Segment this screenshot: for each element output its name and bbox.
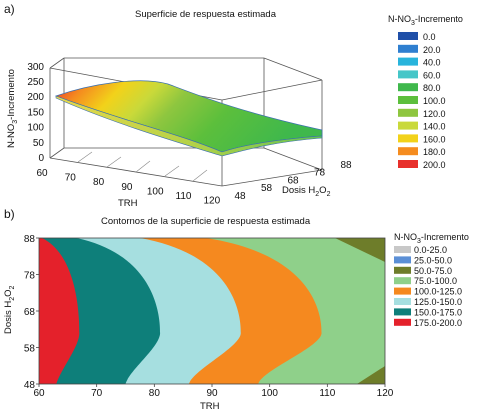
y-tick-label: 78 <box>24 271 36 282</box>
y-tick-label: 48 <box>24 380 36 391</box>
panel-a-x-tick-labels: 60 70 80 90 100 110 120 <box>36 168 220 207</box>
contour-plot <box>39 238 385 384</box>
x-tick-label: 80 <box>93 177 105 188</box>
contour-band-50-75-bottom <box>357 366 385 384</box>
legend-swatch <box>398 96 418 104</box>
response-surface <box>54 80 323 157</box>
contour-band-175-200 <box>39 238 80 384</box>
legend-swatch <box>398 121 418 130</box>
x-tick-label: 120 <box>377 388 394 399</box>
legend-swatch <box>394 318 411 326</box>
x-tick-label: 60 <box>33 388 45 399</box>
z-tick-label: 300 <box>27 62 44 73</box>
legend-swatch <box>394 298 411 305</box>
legend-swatch <box>398 160 418 168</box>
legend-a: 0.0 20.0 40.0 60.0 80.0 100.0 120.0 140.0 160.0 1… <box>398 32 446 170</box>
legend-swatch <box>398 83 418 92</box>
panel-a-label: a) <box>4 2 15 16</box>
x-tick-label: 60 <box>36 168 48 179</box>
dose-tick-label: 48 <box>234 191 246 202</box>
x-tick-label: 70 <box>65 173 77 184</box>
legend-label: 120.0 <box>423 109 446 119</box>
legend-label: 180.0 <box>423 147 446 157</box>
x-tick-label: 110 <box>319 388 335 399</box>
z-tick-label: 150 <box>27 107 44 118</box>
y-tick-label: 88 <box>24 234 36 245</box>
legend-swatch <box>398 57 418 66</box>
x-tick-label: 90 <box>206 388 218 399</box>
legend-swatch <box>394 246 411 253</box>
legend-a-title: N-NO3-Incremento <box>388 14 463 27</box>
legend-label: 80.0 <box>423 83 441 93</box>
dose-tick-label: 58 <box>261 183 273 194</box>
legend-label: 100.0 <box>423 96 446 106</box>
legend-label: 20.0 <box>423 45 441 55</box>
legend-b-title: N-NO3-Incremento <box>394 232 469 245</box>
panel-a-dose-label: Dosis H2O2 <box>282 185 331 198</box>
panel-b-label: b) <box>4 207 15 221</box>
legend-swatch <box>394 287 411 295</box>
z-tick-label: 250 <box>27 77 44 88</box>
svg-text:Dosis H2O2: Dosis H2O2 <box>3 285 16 334</box>
x-tick-label: 100 <box>147 186 164 197</box>
dose-tick-label: 88 <box>340 160 352 171</box>
panel-a-x-label: TRH <box>118 198 138 209</box>
y-tick-label: 58 <box>24 344 36 355</box>
legend-label: 100.0-125.0 <box>414 287 462 297</box>
legend-label: 140.0 <box>423 122 446 132</box>
svg-text:N-NO3-Incremento: N-NO3-Incremento <box>6 69 19 148</box>
x-tick-label: 70 <box>91 388 103 399</box>
z-tick-labels: 0 50 100 150 200 250 300 <box>27 62 44 164</box>
legend-swatch <box>394 277 411 285</box>
y-tick-label: 68 <box>24 307 36 318</box>
dose-tick-label: 68 <box>287 175 299 186</box>
z-tick-label: 100 <box>27 123 44 134</box>
x-tick-label: 110 <box>176 191 192 202</box>
legend-label: 125.0-150.0 <box>414 297 462 307</box>
panel-b-x-label: TRH <box>200 401 220 412</box>
x-tick-label: 90 <box>121 182 133 193</box>
legend-label: 0.0-25.0 <box>414 245 447 255</box>
legend-swatch <box>398 147 418 156</box>
legend-b: 0.0-25.025.0-50.050.0-75.075.0-100.0100.… <box>394 245 462 328</box>
legend-label: 0.0 <box>423 32 436 42</box>
legend-swatch <box>394 308 411 316</box>
z-axis-label: N-NO3-Incremento <box>6 69 19 148</box>
legend-label: 50.0-75.0 <box>414 266 452 276</box>
x-tick-label: 80 <box>149 388 161 399</box>
legend-label: 25.0-50.0 <box>414 255 452 265</box>
panel-b-title: Contornos de la superficie de respuesta … <box>101 216 311 227</box>
legend-label: 150.0-175.0 <box>414 307 462 317</box>
legend-label: 75.0-100.0 <box>414 276 457 286</box>
legend-swatch <box>398 134 418 143</box>
legend-label: 60.0 <box>423 70 441 80</box>
z-tick-label: 200 <box>27 92 44 103</box>
panel-b-y-label: Dosis H2O2 <box>3 285 16 334</box>
x-tick-label: 120 <box>203 196 220 207</box>
legend-label: 160.0 <box>423 134 446 144</box>
legend-label: 175.0-200.0 <box>414 318 462 328</box>
legend-swatch <box>394 266 411 274</box>
x-tick-label: 100 <box>261 388 278 399</box>
legend-label: 200.0 <box>423 160 446 170</box>
panel-a-dose-tick-labels: 48 58 68 78 88 <box>234 160 352 202</box>
panel-b-x-tick-labels: 60 70 80 90 100 110 120 <box>33 384 394 399</box>
z-tick-label: 50 <box>33 138 45 149</box>
legend-swatch <box>398 32 418 40</box>
legend-swatch <box>398 108 418 117</box>
dose-tick-label: 78 <box>314 168 326 179</box>
legend-swatch <box>398 70 418 79</box>
legend-label: 40.0 <box>423 58 441 68</box>
panel-b-y-tick-labels: 48 58 68 78 88 <box>24 234 39 391</box>
z-tick-label: 0 <box>38 153 44 164</box>
legend-swatch <box>394 256 411 264</box>
contour-band-50-75-top <box>335 238 385 262</box>
panel-a-title: Superficie de respuesta estimada <box>135 9 277 20</box>
legend-swatch <box>398 44 418 53</box>
